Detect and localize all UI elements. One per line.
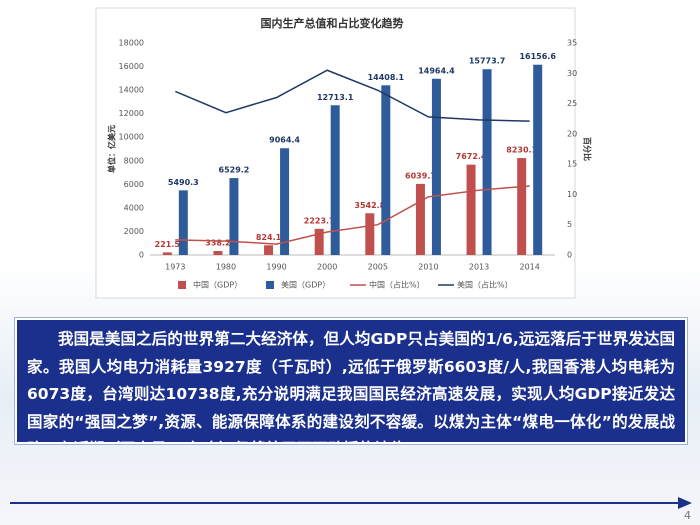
y-axis-label: 单位：亿美元	[107, 125, 117, 173]
data-label: 16156.6	[519, 52, 556, 61]
y-tick-label: 18000	[119, 39, 144, 48]
y-tick-label: 2000	[124, 227, 144, 236]
y2-tick-label: 5	[567, 220, 572, 229]
bar	[517, 158, 527, 255]
y2-tick-label: 10	[567, 190, 577, 199]
bar	[365, 213, 375, 255]
bar	[162, 252, 172, 255]
data-label: 14964.4	[418, 66, 455, 75]
bar	[466, 164, 476, 255]
bar	[533, 64, 543, 256]
data-label: 8230.1	[506, 146, 537, 155]
data-label: 9064.4	[269, 136, 300, 145]
y-tick-label: 0	[139, 251, 144, 260]
arrow-head	[678, 497, 692, 509]
bar	[178, 190, 188, 255]
bar	[213, 251, 223, 255]
y2-tick-label: 25	[567, 99, 577, 108]
x-tick-label: 2010	[418, 263, 438, 272]
data-label: 6529.2	[219, 166, 250, 175]
y-tick-label: 16000	[119, 62, 144, 71]
data-label: 6039.7	[405, 171, 436, 180]
legend-label: 美国（占比%）	[457, 280, 513, 290]
bar	[229, 178, 239, 255]
bar	[381, 85, 391, 256]
y2-axis-label: 百分比	[583, 137, 593, 161]
line-series	[175, 69, 530, 122]
y-tick-label: 4000	[124, 203, 144, 212]
chart-title: 国内生产总值和占比变化趋势	[261, 16, 404, 30]
y-tick-label: 12000	[119, 109, 144, 118]
line-series	[175, 185, 530, 245]
data-label: 14408.1	[368, 73, 405, 82]
legend-label: 中国（占比%）	[369, 280, 425, 290]
data-label: 5490.3	[168, 178, 199, 187]
data-label: 15773.7	[469, 57, 505, 66]
bar	[431, 78, 441, 255]
bar	[280, 148, 290, 255]
y2-tick-label: 0	[567, 251, 572, 260]
legend-label: 中国（GDP）	[193, 280, 242, 290]
x-tick-label: 2000	[317, 263, 337, 272]
data-label: 3542.8	[354, 201, 385, 210]
y2-tick-label: 15	[567, 160, 577, 169]
data-label: 824.1	[256, 233, 282, 242]
y2-tick-label: 30	[567, 69, 577, 78]
page-number: 4	[684, 509, 691, 522]
x-tick-label: 1990	[266, 263, 286, 272]
legend-swatch	[178, 281, 186, 289]
data-label: 221.5	[155, 240, 181, 249]
body-text: 我国是美国之后的世界第二大经济体，但人均GDP只占美国的1/6,远远落后于世界发…	[15, 318, 687, 444]
x-tick-label: 1980	[216, 263, 236, 272]
bar	[264, 245, 274, 255]
data-label: 338.2	[205, 239, 230, 248]
legend-label: 美国（GDP）	[281, 280, 330, 290]
legend-swatch	[266, 281, 274, 289]
data-label: 7672.4	[456, 152, 487, 161]
x-tick-label: 2013	[469, 263, 489, 272]
y2-tick-label: 35	[567, 39, 577, 48]
data-label: 12713.1	[317, 93, 354, 102]
bar	[482, 69, 492, 256]
x-tick-label: 1973	[165, 263, 185, 272]
x-tick-label: 2014	[520, 263, 540, 272]
bar	[314, 228, 324, 255]
x-tick-label: 2005	[368, 263, 388, 272]
bar	[415, 183, 425, 255]
y2-tick-label: 20	[567, 129, 577, 138]
data-label: 2223.7	[304, 216, 335, 225]
y-tick-label: 10000	[119, 133, 144, 142]
bar	[330, 105, 340, 255]
y-tick-label: 14000	[119, 86, 144, 95]
y-tick-label: 8000	[124, 156, 144, 165]
y-tick-label: 6000	[124, 180, 144, 189]
